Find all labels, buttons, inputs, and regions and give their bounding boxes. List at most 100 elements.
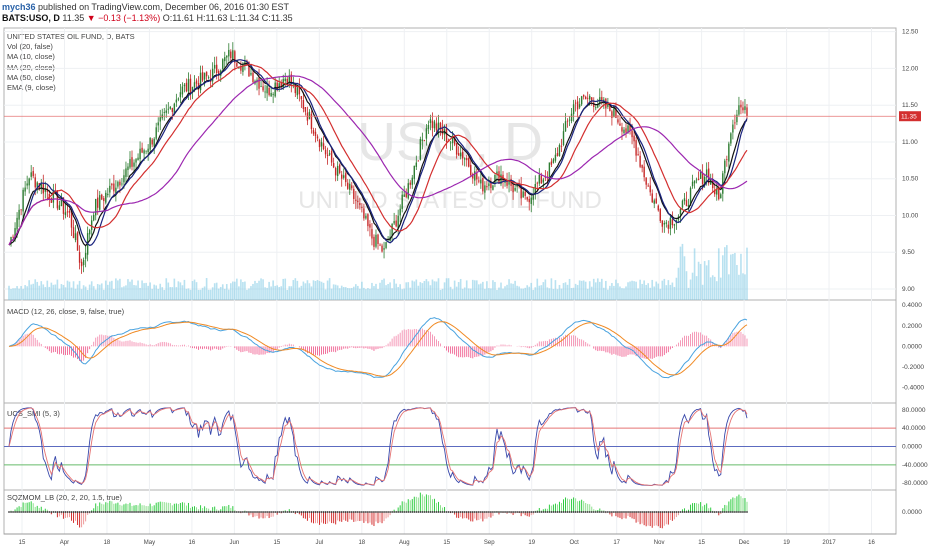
volume-bar <box>518 286 520 300</box>
volume-bar <box>643 280 645 300</box>
volume-bar <box>119 278 121 300</box>
squeeze-dot <box>169 511 172 513</box>
squeeze-dot <box>131 511 133 513</box>
candle-body <box>455 143 458 155</box>
squeeze-dot <box>685 511 688 513</box>
volume-bar <box>659 288 662 300</box>
candle-body <box>308 111 311 119</box>
candle-body <box>109 185 111 193</box>
candle-body <box>526 197 528 200</box>
volume-bar <box>673 286 676 300</box>
volume-bar <box>262 279 264 300</box>
squeeze-dot <box>60 511 63 513</box>
squeeze-dot <box>348 511 351 513</box>
volume-bar <box>441 288 444 300</box>
squeeze-dot <box>104 511 107 513</box>
candle-body <box>421 139 424 141</box>
volume-bar <box>576 285 579 300</box>
squeeze-dot <box>663 511 666 513</box>
squeeze-dot <box>395 511 398 513</box>
candle-body <box>564 121 567 132</box>
squeeze-dot <box>598 511 601 513</box>
squeeze-dot <box>665 511 668 513</box>
squeeze-dot <box>362 511 365 513</box>
squeeze-dot <box>602 511 605 513</box>
squeeze-dot <box>625 511 627 513</box>
candle-body <box>439 122 442 130</box>
candle-body <box>718 188 720 200</box>
candle-body <box>234 51 236 63</box>
candle-body <box>211 68 214 82</box>
volume-bar <box>300 285 303 300</box>
candle-body <box>536 182 538 184</box>
candle-body <box>476 173 478 180</box>
candle-body <box>488 183 490 187</box>
candle-body <box>97 197 99 208</box>
squeeze-dot <box>205 511 208 513</box>
volume-bar <box>538 285 541 300</box>
squeeze-dot <box>558 511 561 513</box>
x-axis-label: Oct <box>570 540 580 546</box>
candle-body <box>593 102 595 107</box>
volume-bar <box>18 288 20 300</box>
squeeze-dot <box>707 511 710 513</box>
candle-body <box>224 57 226 62</box>
candle-body <box>542 179 545 183</box>
candle-body <box>601 97 603 102</box>
squeeze-dot <box>465 511 468 513</box>
volume-bars <box>8 243 748 300</box>
squeeze-dot <box>556 511 559 513</box>
candle-body <box>312 130 315 134</box>
volume-bar <box>242 282 244 300</box>
candle-body <box>611 111 613 119</box>
squeeze-dot <box>691 511 694 513</box>
volume-bar <box>556 289 559 300</box>
publisher-username[interactable]: mych36 <box>2 2 36 12</box>
x-axis-label: Aug <box>399 540 410 546</box>
squeeze-dot <box>397 511 400 513</box>
squeeze-dot <box>233 511 236 513</box>
volume-bar <box>645 284 647 300</box>
squeeze-dot <box>310 511 313 513</box>
candle-body <box>637 154 639 156</box>
candle-body <box>576 101 579 110</box>
candle-body <box>218 70 220 75</box>
volume-bar <box>68 281 71 300</box>
volume-bar <box>316 279 319 300</box>
squeeze-dot <box>568 511 571 513</box>
volume-bar <box>135 285 137 300</box>
candle-body <box>681 200 684 208</box>
squeeze-dot <box>211 511 214 513</box>
volume-bar <box>399 284 401 300</box>
squeeze-dot <box>108 511 111 513</box>
volume-bar <box>250 286 252 300</box>
volume-bar <box>350 287 353 300</box>
candle-body <box>169 106 172 109</box>
squeeze-dot <box>516 511 519 513</box>
smi-line <box>8 407 748 486</box>
squeeze-dot <box>544 511 547 513</box>
volume-bar <box>344 287 347 300</box>
volume-bar <box>461 288 464 300</box>
volume-bar <box>221 284 224 300</box>
squeeze-dot <box>524 511 527 513</box>
squeeze-dot <box>542 511 545 513</box>
candle-body <box>516 185 518 187</box>
volume-bar <box>58 288 61 300</box>
volume-bar <box>141 280 143 300</box>
squeeze-dot <box>276 511 279 513</box>
volume-bar <box>16 286 18 300</box>
squeeze-dot <box>52 511 55 513</box>
candle-body <box>377 234 379 244</box>
squeeze-dot <box>193 511 196 513</box>
price-axis-label: 10.00 <box>902 212 919 219</box>
candle-body <box>514 187 516 191</box>
squeeze-dot <box>637 511 640 513</box>
volume-bar <box>443 282 446 300</box>
volume-bar <box>12 288 14 300</box>
volume-bar <box>22 288 24 300</box>
candle-body <box>314 131 317 136</box>
squeeze-dot <box>661 511 664 513</box>
candle-body <box>250 72 252 75</box>
